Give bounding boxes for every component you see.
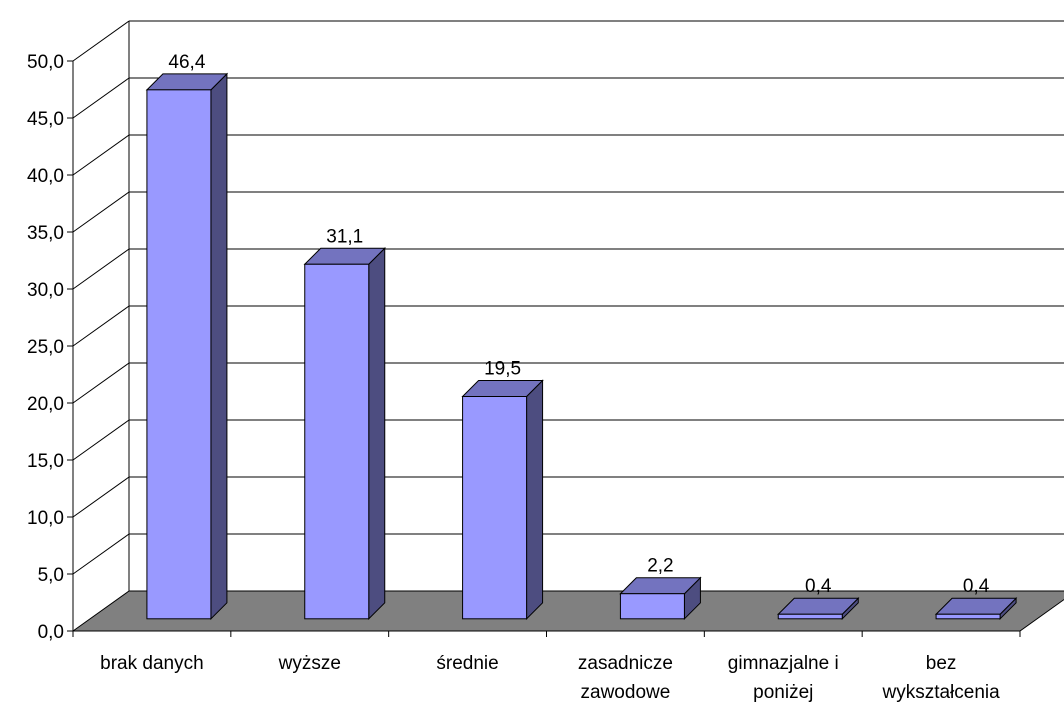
y-tick-labels: 0,0 5,0 10,0 15,0 20,0 25,0 30,0 35,0 40,0 45,0 50… [27,52,64,643]
x-tick-label-line: gimnazjalne i [728,653,839,674]
gridline-side [72,533,130,575]
bar-2 [303,247,386,621]
data-label: 2,2 [647,556,673,577]
data-label: 0,4 [963,576,990,597]
bar-front [304,263,370,620]
gridlines [72,20,1064,575]
x-tick-label-line: bez [926,653,957,674]
gridline-side [72,419,130,461]
y-tick-label: 45,0 [27,109,64,130]
gridline-side [72,20,130,62]
y-tick-label: 20,0 [27,394,64,415]
bar-front [777,613,843,620]
x-tick-label: bez wykształcenia [881,653,1000,703]
x-tick-labels: brak danych wyższe średnie zasadnicze zawodo… [100,653,1000,703]
gridline-side [72,362,130,404]
x-tick-label-line: średnie [436,653,498,674]
x-tick-label-line: brak danych [100,653,204,674]
axes [67,60,1021,637]
y-tick-label: 5,0 [38,565,64,586]
bar-front [935,613,1001,620]
bar-side [210,72,228,621]
x-tick-label: zasadnicze zawodowe [578,653,673,703]
x-tick-label-line: wykształcenia [881,682,1000,703]
data-label: 0,4 [805,576,832,597]
x-tick-label: wyższe [278,653,341,674]
x-tick-label: brak danych [100,653,204,674]
gridline-side [72,77,130,119]
bar-side [368,247,386,621]
y-tick-label: 40,0 [27,166,64,187]
bar-side [526,379,544,621]
y-tick-label: 10,0 [27,508,64,529]
x-tick-label-line: poniżej [753,682,813,703]
x-tick-label-line: zawodowe [581,682,671,703]
y-tick-label: 50,0 [27,52,64,73]
data-labels: 46,4 31,1 19,5 2,2 0,4 0,4 [168,52,989,597]
data-label: 19,5 [484,359,521,380]
bar-6 [934,597,1018,621]
y-tick-label: 30,0 [27,280,64,301]
bar-front [462,396,528,620]
y-tick-label: 0,0 [38,622,64,643]
x-tick-label-line: zasadnicze [578,653,673,674]
bar-front [146,89,212,620]
x-tick-label: gimnazjalne i poniżej [728,653,839,703]
gridline-side [72,476,130,518]
gridline-side [72,248,130,290]
x-tick-label-line: wyższe [278,653,341,674]
bar-5 [777,597,860,621]
gridline-side [72,134,130,176]
x-tick-label: średnie [436,653,498,674]
gridline-side [72,305,130,347]
bar-3 [461,379,544,621]
y-tick-label: 15,0 [27,451,64,472]
bar-front [619,593,685,620]
gridline-side [72,191,130,233]
y-tick-label: 25,0 [27,337,64,358]
data-label: 31,1 [326,226,363,247]
bar-4 [619,576,702,621]
data-label: 46,4 [168,52,205,73]
y-tick-label: 35,0 [27,223,64,244]
bar-1 [145,72,229,621]
bars [145,72,1018,621]
